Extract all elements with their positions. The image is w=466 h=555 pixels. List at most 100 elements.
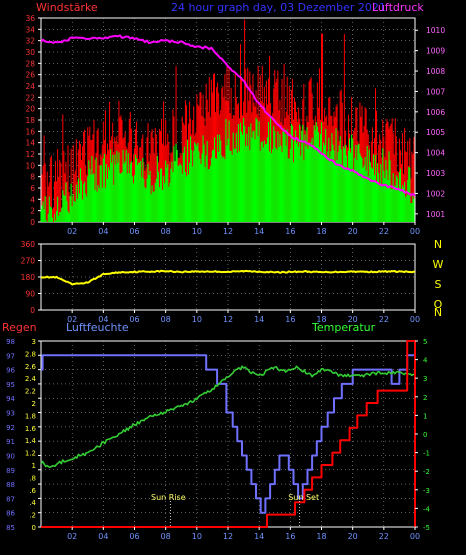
humidity-tick-97: 97 [6,352,15,360]
humidity-tick-85: 85 [6,524,15,532]
temperature-tick-2: 2 [423,394,427,402]
x-tick-label-16: 16 [285,227,295,236]
x-tick-label-04: 04 [98,532,108,541]
y-tick-label-22: 22 [25,93,35,102]
y2-tick-label-1002: 1002 [426,189,445,198]
x-tick-label-12: 12 [223,315,233,324]
compass-label-o: O [434,298,443,311]
x-tick-label-12: 12 [223,227,233,236]
y2-tick-label-1005: 1005 [426,128,445,137]
rain-tick: 1.8 [25,412,36,420]
temperature-tick--4: -4 [423,505,431,513]
sun-marker-sunrise: Sun Rise [151,493,186,502]
x-tick-label-06: 06 [129,315,139,324]
x-tick-label-14: 14 [254,532,264,541]
pressure-line [40,34,416,197]
plot-grid [41,244,415,310]
x-tick-label-00: 00 [410,227,420,236]
rain-tick: 2.6 [25,363,37,371]
rain-tick: 1.6 [25,425,37,433]
rain-tick: 2 [32,400,36,408]
humidity-tick-88: 88 [6,481,15,489]
x-tick-label-06: 06 [129,532,139,541]
x-tick-label-14: 14 [254,315,264,324]
wind-direction-line [40,269,416,286]
header-windstaerke: Windstärke [36,1,98,14]
temperature-tick-1: 1 [423,412,427,420]
rain-tick: 1.2 [25,450,36,458]
header-luftdruck: Luftdruck [372,1,424,14]
y-tick-label-2: 2 [30,207,35,216]
x-tick-label-10: 10 [192,315,202,324]
y-tick-label-32: 32 [25,37,35,46]
rain-tick: 2.8 [25,350,36,358]
x-tick-label-08: 08 [161,315,171,324]
y-tick-label-18: 18 [25,116,35,125]
temperature-tick-4: 4 [423,357,428,365]
rain-tick: 2.2 [25,388,36,396]
humidity-tick-95: 95 [6,381,15,389]
wind-pressure-panel: 0246810121416182022242628303234361001100… [25,14,445,236]
y-tick-label-90: 90 [25,290,35,299]
y-tick-label-26: 26 [25,71,35,80]
y-tick-label-36: 36 [25,14,35,23]
temperature-tick-3: 3 [423,375,427,383]
y-tick-label-12: 12 [25,150,35,159]
rain-tick: 1.4 [25,437,37,445]
y-tick-label-34: 34 [25,25,35,34]
humidity-tick-94: 94 [6,395,15,403]
y-tick-label-20: 20 [25,105,35,114]
rain-tick: .6 [29,487,36,495]
compass-label-s: S [435,278,442,291]
y-tick-label-4: 4 [30,195,35,204]
x-tick-label-20: 20 [348,532,358,541]
humidity-line [41,354,415,514]
rain-label: Regen [2,321,37,334]
x-tick-label-22: 22 [379,532,389,541]
y-tick-label-360: 360 [21,240,36,249]
y-tick-label-6: 6 [30,184,35,193]
x-tick-label-02: 02 [67,227,77,236]
rain-tick: 1 [32,462,36,470]
sun-marker-sunset: Sun Set [288,493,319,502]
y-tick-label-28: 28 [25,59,35,68]
x-tick-label-18: 18 [316,315,326,324]
y2-tick-label-1008: 1008 [426,67,445,76]
rain-line [41,340,416,528]
humidity-tick-91: 91 [6,438,15,446]
x-tick-label-08: 08 [161,532,171,541]
x-tick-label-20: 20 [348,227,358,236]
humidity-tick-93: 93 [6,410,15,418]
y-tick-label-180: 180 [21,273,36,282]
x-tick-label-14: 14 [254,227,264,236]
y2-tick-label-1003: 1003 [426,169,445,178]
y2-tick-label-1001: 1001 [426,210,445,219]
x-tick-label-04: 04 [98,315,108,324]
temperature-tick-5: 5 [423,338,427,346]
y2-tick-label-1009: 1009 [426,47,445,56]
y2-tick-label-1006: 1006 [426,108,445,117]
y2-tick-label-1010: 1010 [426,26,445,35]
y-tick-label-270: 270 [21,257,36,266]
x-tick-label-16: 16 [285,315,295,324]
y-tick-label-0: 0 [30,218,35,227]
x-tick-label-18: 18 [316,532,326,541]
rain-tick: 3 [32,338,36,346]
y2-tick-label-1004: 1004 [426,149,445,158]
x-tick-label-22: 22 [379,227,389,236]
x-tick-label-08: 08 [161,227,171,236]
humidity-tick-96: 96 [6,367,15,375]
temperature-tick--1: -1 [423,450,430,458]
compass-label-n2: N [434,306,442,319]
compass-label-n: N [434,238,442,251]
rain-tick: .2 [29,512,36,520]
compass-label-w: W [433,258,444,271]
y-tick-label-30: 30 [25,48,35,57]
x-tick-label-02: 02 [67,315,77,324]
wind-avg-series [40,116,415,222]
humidity-tick-86: 86 [6,510,15,518]
rain-tick: 0 [32,524,36,532]
y-tick-label-14: 14 [25,139,35,148]
